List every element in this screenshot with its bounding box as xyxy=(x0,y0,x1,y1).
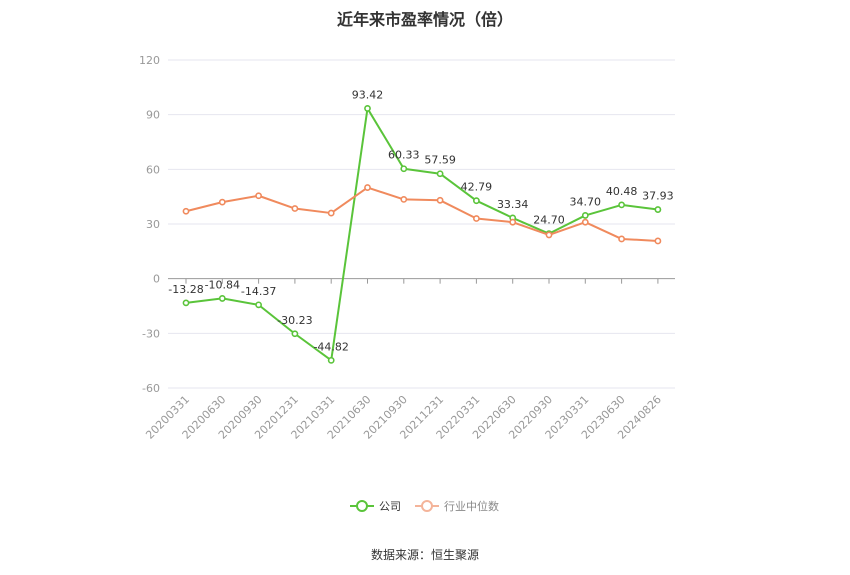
y-tick-label: -60 xyxy=(142,382,160,395)
series-point-1 xyxy=(218,198,226,206)
data-label: -13.28 xyxy=(168,283,203,296)
series-point-1 xyxy=(327,209,335,217)
gridlines xyxy=(168,59,675,389)
x-axis: 2020033120200630202009302020123120210331… xyxy=(143,278,664,442)
legend-label: 行业中位数 xyxy=(444,499,499,513)
y-tick-label: -30 xyxy=(142,327,160,340)
series-point-0 xyxy=(218,295,226,302)
series-point-0 xyxy=(364,105,371,112)
series-line-0 xyxy=(185,107,659,362)
series-point-1 xyxy=(400,195,408,203)
data-label: -30.23 xyxy=(277,314,312,327)
series-line-1 xyxy=(185,186,658,242)
series-point-0 xyxy=(400,165,408,173)
y-tick-label: 120 xyxy=(139,54,160,67)
series-point-1 xyxy=(255,192,262,200)
series-point-1 xyxy=(364,184,371,191)
series-point-1 xyxy=(182,207,190,215)
series-point-0 xyxy=(255,301,262,309)
series-point-0 xyxy=(291,330,299,338)
data-label: 42.79 xyxy=(461,181,493,194)
series-point-1 xyxy=(581,218,589,226)
series-point-1 xyxy=(545,231,553,239)
y-tick-label: 0 xyxy=(153,273,160,286)
series-point-0 xyxy=(436,170,444,178)
series-point-1 xyxy=(654,237,662,245)
series-layer xyxy=(182,105,662,364)
series-point-0 xyxy=(581,212,589,219)
data-label: -44.82 xyxy=(313,340,348,353)
series-point-0 xyxy=(472,197,480,205)
data-label: 93.42 xyxy=(352,88,384,101)
series-point-1 xyxy=(618,235,625,243)
data-label: -14.37 xyxy=(241,285,276,298)
data-label: 60.33 xyxy=(388,149,420,162)
data-label: 34.70 xyxy=(570,195,602,208)
series-point-0 xyxy=(327,356,335,364)
y-tick-label: 30 xyxy=(146,218,160,231)
legend-label: 公司 xyxy=(379,500,401,513)
series-point-1 xyxy=(436,196,444,204)
data-labels: -13.28 -10.84 -14.37 -30.23-44.82 93.42 60.33… xyxy=(168,88,673,353)
legend-swatch-marker xyxy=(421,500,433,512)
series-point-1 xyxy=(291,205,299,212)
series-point-1 xyxy=(472,215,480,222)
source-note: 数据来源：恒生聚源 xyxy=(370,548,479,562)
y-tick-label: 60 xyxy=(146,163,160,176)
series-point-0 xyxy=(618,201,625,209)
series-point-1 xyxy=(509,218,517,226)
legend: 公司 行业中位数 xyxy=(350,499,499,513)
y-axis: 120 90 60 30 0 -30 -60 xyxy=(139,54,160,395)
series-point-0 xyxy=(654,206,662,213)
data-label: 24.70 xyxy=(533,214,565,227)
series-point-0 xyxy=(182,299,190,307)
data-label: 40.48 xyxy=(606,185,638,198)
data-label: 37.93 xyxy=(642,190,674,203)
chart-title: 近年来市盈率情况（倍） xyxy=(336,10,513,29)
legend-swatch-marker xyxy=(356,500,368,512)
data-label: -10.84 xyxy=(205,278,240,291)
data-label: 57.59 xyxy=(424,154,456,167)
data-label: 33.34 xyxy=(497,198,529,211)
y-tick-label: 90 xyxy=(146,109,160,122)
